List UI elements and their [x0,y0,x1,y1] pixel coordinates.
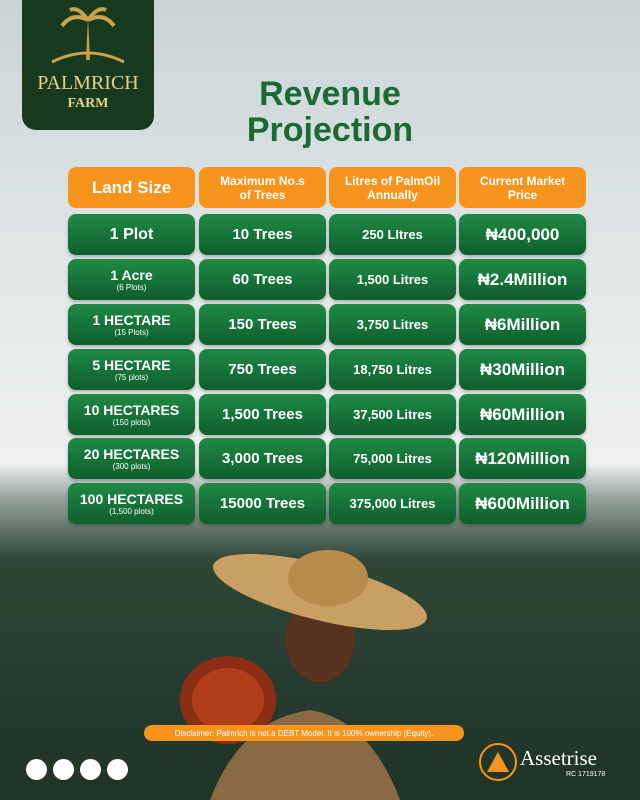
cell-subtext: (150 plots) [112,418,151,427]
brand-name: Assetrise [520,746,597,770]
cell-text: ₦2.4Million [477,269,568,289]
table-cell: ₦2.4Million [459,259,586,300]
table-cell: 18,750 Litres [329,349,456,390]
table-cell: 3,000 Trees [199,438,326,479]
table-cell: 1 HECTARE (15 Plots) [68,304,195,345]
cell-text: 150 Trees [228,316,297,333]
social-icon[interactable] [80,759,101,780]
table-cell: ₦600Million [459,483,586,524]
cell-text: ₦120Million [475,448,570,468]
cell-subtext: (300 plots) [112,462,151,471]
table-cell: 150 Trees [199,304,326,345]
title-line: Revenue [259,75,401,113]
social-icon[interactable] [107,759,128,780]
cell-text: ₦6Million [484,314,561,334]
title: Revenue Projection [190,76,470,148]
table-cell: 3,750 Litres [329,304,456,345]
social-icon[interactable] [26,759,47,780]
title-line: Projection [246,111,414,149]
cell-text: ₦600Million [475,493,570,513]
cell-text: 3,750 Litres [356,317,429,332]
cell-text: 100 HECTARES [79,491,184,507]
cell-text: 75,000 Litres [353,451,432,466]
table-cell: 250 LItres [329,214,456,255]
cell-text: 375,000 Litres [349,496,436,511]
cell-text: 37,500 Litres [353,407,432,422]
logo-sub: FARM [67,96,109,111]
table-cell: 20 HECTARES (300 plots) [68,438,195,479]
cell-text: 10 Trees [232,226,293,243]
cell-text: ₦30Million [479,359,565,379]
cell-text: 20 HECTARES [83,446,180,462]
table-cell: ₦60Million [459,394,586,435]
table-cell: 60 Trees [199,259,326,300]
cell-text: 60 Trees [232,271,293,288]
cell-text: 750 Trees [228,361,297,378]
cell-text: 1 HECTARE [92,312,171,328]
cell-subtext: (6 Plots) [116,283,147,292]
cell-text: ₦60Million [479,404,565,424]
header-cell: Litres of PalmOil Annually [329,167,456,208]
logo-box: PALMRICH FARM [22,0,154,130]
cell-text: 1 Plot [109,225,154,243]
cell-text: ₦400,000 [485,224,560,244]
cell-text: 10 HECTARES [83,402,180,418]
disclaimer: Disclaimer: Palmrich is not a DEBT Model… [144,725,464,741]
table-cell: 1,500 Litres [329,259,456,300]
cell-text: 1,500 Litres [356,272,429,287]
table-cell: 10 HECTARES (150 plots) [68,394,195,435]
logo-icon [51,7,125,64]
header-cell: Land Size [68,167,195,208]
header-cell: Maximum No.s of Trees [199,167,326,208]
cell-subtext: (75 plots) [114,373,149,382]
table-cell: 1 Plot [68,214,195,255]
cell-text: 1 Acre [110,267,153,283]
table-cell: 10 Trees [199,214,326,255]
farmer-illustration [180,550,427,800]
cell-text: 15000 Trees [219,495,306,512]
table-cell: 375,000 Litres [329,483,456,524]
logo-name: PALMRICH [37,72,139,94]
social-icon[interactable] [53,759,74,780]
table-cell: 1,500 Trees [199,394,326,435]
cell-text: 18,750 Litres [353,362,432,377]
table-cell: 750 Trees [199,349,326,390]
table-cell: ₦30Million [459,349,586,390]
cell-text: 5 HECTARE [92,357,171,373]
table-cell: 5 HECTARE (75 plots) [68,349,195,390]
table-cell: 100 HECTARES (1,500 plots) [68,483,195,524]
brand-icon [479,743,517,781]
table-cell: ₦400,000 [459,214,586,255]
cell-text: 3,000 Trees [222,450,303,467]
cell-text: 1,500 Trees [222,406,303,423]
cell-subtext: (1,500 plots) [109,507,154,516]
table-cell: 1 Acre (6 Plots) [68,259,195,300]
table-cell: 75,000 Litres [329,438,456,479]
cell-text: 250 LItres [362,227,423,242]
cell-subtext: (15 Plots) [114,328,149,337]
table-cell: 15000 Trees [199,483,326,524]
brand-rc: RC 1719178 [566,771,606,778]
social-icons [26,759,128,780]
table-cell: 37,500 Litres [329,394,456,435]
header-cell: Current Market Price [459,167,586,208]
table-cell: ₦6Million [459,304,586,345]
table-cell: ₦120Million [459,438,586,479]
